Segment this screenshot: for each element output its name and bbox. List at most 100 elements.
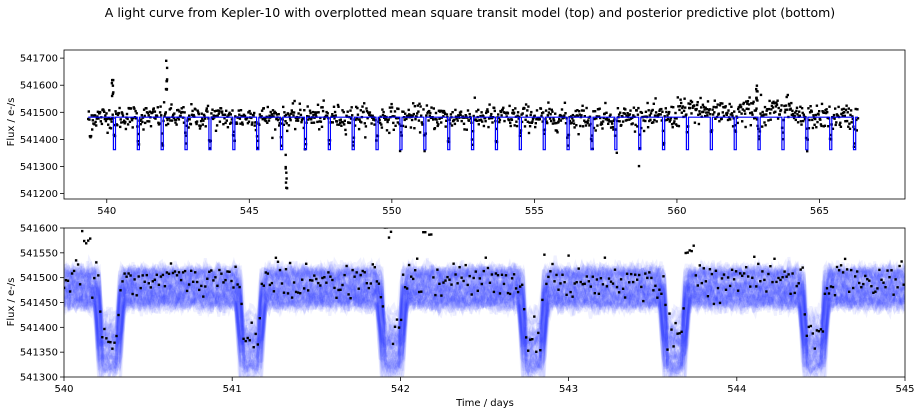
data-point — [489, 116, 492, 120]
data-point — [91, 119, 94, 122]
data-point — [196, 280, 199, 284]
data-point — [164, 112, 167, 116]
data-point — [397, 116, 401, 120]
data-point — [312, 121, 316, 124]
data-point — [299, 108, 302, 112]
data-point — [349, 109, 352, 112]
data-point — [721, 111, 724, 114]
top-axes: 540 545 550 555 560 565 541200 541300 541400 5415… — [20, 49, 906, 217]
data-point — [693, 121, 697, 124]
data-point — [659, 113, 662, 116]
data-point — [97, 274, 100, 277]
data-point — [763, 278, 766, 282]
data-point — [781, 276, 784, 279]
data-point — [704, 280, 708, 283]
data-point — [389, 230, 393, 233]
data-point — [278, 124, 281, 127]
data-point — [470, 293, 473, 296]
data-point — [103, 327, 106, 331]
data-point — [741, 120, 744, 123]
data-point — [397, 326, 401, 329]
data-point — [776, 99, 779, 102]
data-point — [295, 119, 298, 122]
data-point — [658, 109, 661, 112]
data-point — [516, 111, 520, 114]
data-point — [311, 279, 314, 282]
data-point — [811, 126, 815, 130]
data-point — [523, 125, 527, 128]
data-point — [403, 118, 406, 122]
data-point — [175, 274, 179, 277]
data-point — [512, 273, 516, 276]
data-point — [299, 292, 302, 295]
data-point — [437, 123, 440, 126]
data-point — [183, 269, 187, 273]
data-point — [161, 142, 164, 145]
data-point — [657, 113, 661, 116]
data-point — [262, 107, 265, 110]
data-point — [268, 283, 272, 287]
data-point — [519, 131, 522, 134]
data-point — [620, 123, 623, 127]
data-point — [789, 107, 792, 110]
data-point — [154, 117, 157, 120]
data-point — [120, 121, 123, 124]
data-point — [418, 102, 421, 105]
data-point — [420, 290, 423, 293]
data-point — [469, 117, 472, 120]
data-point — [524, 103, 528, 106]
data-point — [129, 274, 132, 277]
data-point — [842, 107, 845, 111]
data-point — [528, 121, 531, 124]
data-point — [301, 278, 304, 281]
data-point — [404, 125, 407, 128]
data-point — [384, 118, 388, 121]
data-point — [401, 273, 405, 276]
data-point — [646, 126, 650, 129]
data-point — [432, 118, 435, 121]
posterior-draw — [64, 274, 905, 346]
data-point — [521, 112, 524, 115]
data-point — [713, 99, 716, 102]
data-point — [797, 282, 800, 285]
data-point — [392, 121, 395, 125]
data-point — [215, 124, 219, 127]
data-point — [732, 278, 736, 281]
data-point — [256, 343, 259, 346]
data-point — [192, 113, 195, 117]
data-point — [560, 114, 563, 118]
data-point — [105, 112, 108, 115]
data-point — [274, 128, 277, 131]
data-point — [148, 120, 151, 123]
data-point — [488, 281, 492, 284]
data-point — [197, 112, 200, 116]
data-point — [321, 109, 325, 113]
data-point — [399, 318, 403, 322]
data-point — [308, 117, 311, 120]
data-point — [275, 117, 278, 121]
data-point — [139, 123, 142, 126]
data-point — [358, 118, 361, 121]
data-point — [250, 321, 253, 324]
data-point — [142, 128, 145, 131]
data-point — [745, 100, 748, 103]
data-point — [420, 121, 423, 124]
data-point — [755, 107, 758, 110]
data-point — [773, 257, 776, 260]
data-point — [571, 117, 574, 120]
data-point — [355, 117, 358, 120]
data-point — [690, 249, 693, 253]
data-point — [847, 107, 850, 110]
data-point — [251, 121, 254, 124]
data-point — [133, 278, 136, 281]
data-point — [112, 91, 115, 94]
data-point — [513, 124, 516, 127]
data-point — [790, 101, 793, 105]
data-point — [140, 118, 143, 121]
data-point — [283, 111, 286, 114]
data-point — [322, 99, 325, 102]
data-point — [587, 119, 590, 122]
y-tick-label: 541600 — [20, 81, 58, 92]
data-point — [287, 124, 291, 127]
data-point — [560, 108, 564, 111]
